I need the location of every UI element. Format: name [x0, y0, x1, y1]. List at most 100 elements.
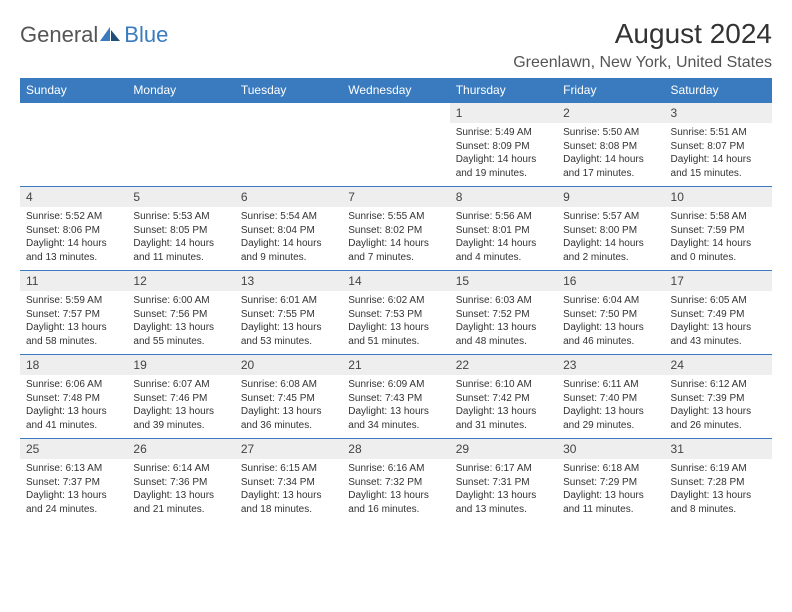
- day-number: 1: [450, 103, 557, 123]
- day-details: Sunrise: 5:57 AMSunset: 8:00 PMDaylight:…: [557, 207, 664, 270]
- calendar-cell: 5Sunrise: 5:53 AMSunset: 8:05 PMDaylight…: [127, 187, 234, 271]
- day-number: 23: [557, 355, 664, 375]
- daylight-line: Daylight: 13 hours and 26 minutes.: [671, 405, 766, 432]
- sunset-line: Sunset: 8:05 PM: [133, 224, 228, 238]
- day-number: 8: [450, 187, 557, 207]
- day-number: 22: [450, 355, 557, 375]
- sunrise-line: Sunrise: 6:07 AM: [133, 378, 228, 392]
- weekday-header: Thursday: [450, 78, 557, 103]
- brand-logo: General Blue: [20, 18, 168, 48]
- sunrise-line: Sunrise: 5:54 AM: [241, 210, 336, 224]
- day-number: 11: [20, 271, 127, 291]
- day-number: 28: [342, 439, 449, 459]
- location-text: Greenlawn, New York, United States: [513, 54, 772, 72]
- day-details: Sunrise: 5:52 AMSunset: 8:06 PMDaylight:…: [20, 207, 127, 270]
- daylight-line: Daylight: 13 hours and 18 minutes.: [241, 489, 336, 516]
- sunrise-line: Sunrise: 5:52 AM: [26, 210, 121, 224]
- calendar-cell: 10Sunrise: 5:58 AMSunset: 7:59 PMDayligh…: [665, 187, 772, 271]
- sunrise-line: Sunrise: 6:16 AM: [348, 462, 443, 476]
- sunset-line: Sunset: 7:56 PM: [133, 308, 228, 322]
- day-details: Sunrise: 6:17 AMSunset: 7:31 PMDaylight:…: [450, 459, 557, 522]
- calendar-cell: 3Sunrise: 5:51 AMSunset: 8:07 PMDaylight…: [665, 103, 772, 187]
- calendar-cell: 4Sunrise: 5:52 AMSunset: 8:06 PMDaylight…: [20, 187, 127, 271]
- sunrise-line: Sunrise: 6:00 AM: [133, 294, 228, 308]
- day-details: Sunrise: 6:08 AMSunset: 7:45 PMDaylight:…: [235, 375, 342, 438]
- sunrise-line: Sunrise: 5:50 AM: [563, 126, 658, 140]
- day-details: Sunrise: 6:13 AMSunset: 7:37 PMDaylight:…: [20, 459, 127, 522]
- daylight-line: Daylight: 13 hours and 39 minutes.: [133, 405, 228, 432]
- day-number: 5: [127, 187, 234, 207]
- sunset-line: Sunset: 7:52 PM: [456, 308, 551, 322]
- weekday-header: Wednesday: [342, 78, 449, 103]
- brand-part1: General: [20, 22, 98, 48]
- calendar-cell: 29Sunrise: 6:17 AMSunset: 7:31 PMDayligh…: [450, 439, 557, 523]
- sunrise-line: Sunrise: 5:56 AM: [456, 210, 551, 224]
- day-details: Sunrise: 6:14 AMSunset: 7:36 PMDaylight:…: [127, 459, 234, 522]
- day-details: Sunrise: 6:10 AMSunset: 7:42 PMDaylight:…: [450, 375, 557, 438]
- daylight-line: Daylight: 13 hours and 16 minutes.: [348, 489, 443, 516]
- daylight-line: Daylight: 13 hours and 46 minutes.: [563, 321, 658, 348]
- day-details: Sunrise: 6:18 AMSunset: 7:29 PMDaylight:…: [557, 459, 664, 522]
- sunrise-line: Sunrise: 6:10 AM: [456, 378, 551, 392]
- sunrise-line: Sunrise: 5:57 AM: [563, 210, 658, 224]
- sunrise-line: Sunrise: 6:17 AM: [456, 462, 551, 476]
- day-number: 20: [235, 355, 342, 375]
- calendar-cell: 11Sunrise: 5:59 AMSunset: 7:57 PMDayligh…: [20, 271, 127, 355]
- day-details: Sunrise: 5:58 AMSunset: 7:59 PMDaylight:…: [665, 207, 772, 270]
- day-details: Sunrise: 6:11 AMSunset: 7:40 PMDaylight:…: [557, 375, 664, 438]
- calendar-row: 18Sunrise: 6:06 AMSunset: 7:48 PMDayligh…: [20, 355, 772, 439]
- sunset-line: Sunset: 7:29 PM: [563, 476, 658, 490]
- daylight-line: Daylight: 14 hours and 9 minutes.: [241, 237, 336, 264]
- sunset-line: Sunset: 7:32 PM: [348, 476, 443, 490]
- daylight-line: Daylight: 14 hours and 7 minutes.: [348, 237, 443, 264]
- daylight-line: Daylight: 13 hours and 34 minutes.: [348, 405, 443, 432]
- sunset-line: Sunset: 7:36 PM: [133, 476, 228, 490]
- weekday-header: Sunday: [20, 78, 127, 103]
- sunset-line: Sunset: 7:53 PM: [348, 308, 443, 322]
- sunset-line: Sunset: 8:08 PM: [563, 140, 658, 154]
- sunrise-line: Sunrise: 6:01 AM: [241, 294, 336, 308]
- sunrise-line: Sunrise: 5:58 AM: [671, 210, 766, 224]
- sunset-line: Sunset: 8:04 PM: [241, 224, 336, 238]
- day-details: Sunrise: 6:04 AMSunset: 7:50 PMDaylight:…: [557, 291, 664, 354]
- day-number: 29: [450, 439, 557, 459]
- month-title: August 2024: [513, 18, 772, 50]
- daylight-line: Daylight: 13 hours and 43 minutes.: [671, 321, 766, 348]
- page-header: General Blue August 2024 Greenlawn, New …: [20, 18, 772, 72]
- sunset-line: Sunset: 8:02 PM: [348, 224, 443, 238]
- daylight-line: Daylight: 13 hours and 31 minutes.: [456, 405, 551, 432]
- day-number: 30: [557, 439, 664, 459]
- sunset-line: Sunset: 8:09 PM: [456, 140, 551, 154]
- day-number: 16: [557, 271, 664, 291]
- calendar-row: 4Sunrise: 5:52 AMSunset: 8:06 PMDaylight…: [20, 187, 772, 271]
- day-number: 7: [342, 187, 449, 207]
- sunrise-line: Sunrise: 6:12 AM: [671, 378, 766, 392]
- title-block: August 2024 Greenlawn, New York, United …: [513, 18, 772, 72]
- daylight-line: Daylight: 14 hours and 13 minutes.: [26, 237, 121, 264]
- calendar-cell: 2Sunrise: 5:50 AMSunset: 8:08 PMDaylight…: [557, 103, 664, 187]
- daylight-line: Daylight: 13 hours and 13 minutes.: [456, 489, 551, 516]
- calendar-row: 11Sunrise: 5:59 AMSunset: 7:57 PMDayligh…: [20, 271, 772, 355]
- day-number: 19: [127, 355, 234, 375]
- calendar-cell: 22Sunrise: 6:10 AMSunset: 7:42 PMDayligh…: [450, 355, 557, 439]
- calendar-cell: 20Sunrise: 6:08 AMSunset: 7:45 PMDayligh…: [235, 355, 342, 439]
- day-details: Sunrise: 5:55 AMSunset: 8:02 PMDaylight:…: [342, 207, 449, 270]
- calendar-table: Sunday Monday Tuesday Wednesday Thursday…: [20, 78, 772, 522]
- calendar-row: 1Sunrise: 5:49 AMSunset: 8:09 PMDaylight…: [20, 103, 772, 187]
- sunset-line: Sunset: 7:28 PM: [671, 476, 766, 490]
- calendar-cell: 31Sunrise: 6:19 AMSunset: 7:28 PMDayligh…: [665, 439, 772, 523]
- day-details: Sunrise: 5:54 AMSunset: 8:04 PMDaylight:…: [235, 207, 342, 270]
- daylight-line: Daylight: 13 hours and 36 minutes.: [241, 405, 336, 432]
- day-number: 13: [235, 271, 342, 291]
- calendar-cell: 9Sunrise: 5:57 AMSunset: 8:00 PMDaylight…: [557, 187, 664, 271]
- day-details: Sunrise: 6:05 AMSunset: 7:49 PMDaylight:…: [665, 291, 772, 354]
- brand-sail-icon: [100, 27, 122, 43]
- daylight-line: Daylight: 13 hours and 8 minutes.: [671, 489, 766, 516]
- daylight-line: Daylight: 13 hours and 55 minutes.: [133, 321, 228, 348]
- weekday-header: Tuesday: [235, 78, 342, 103]
- daylight-line: Daylight: 13 hours and 11 minutes.: [563, 489, 658, 516]
- day-details: Sunrise: 5:53 AMSunset: 8:05 PMDaylight:…: [127, 207, 234, 270]
- sunrise-line: Sunrise: 5:59 AM: [26, 294, 121, 308]
- calendar-cell: 8Sunrise: 5:56 AMSunset: 8:01 PMDaylight…: [450, 187, 557, 271]
- daylight-line: Daylight: 14 hours and 0 minutes.: [671, 237, 766, 264]
